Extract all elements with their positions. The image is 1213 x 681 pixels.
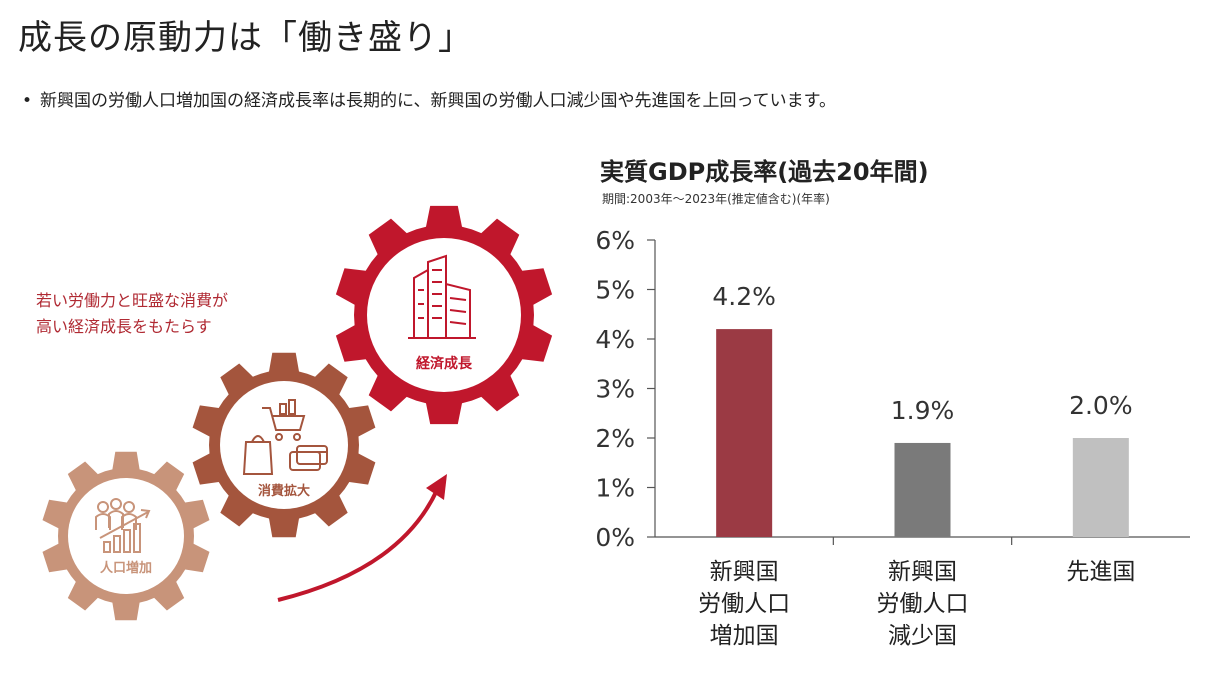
y-axis: 0% 1% 2% 3% 4% 5% 6%	[595, 226, 656, 552]
gear-consumption: 消費拡大	[192, 352, 376, 538]
y-tick-label: 6%	[595, 226, 635, 255]
category-label: 新興国	[888, 559, 957, 585]
bar	[1072, 438, 1129, 537]
category-label: 先進国	[1066, 559, 1135, 585]
chart-title: 実質GDP成長率(過去20年間)	[600, 158, 929, 186]
gear-economic-growth-hub	[367, 238, 521, 392]
bullet-dot: •	[21, 91, 33, 111]
y-tick-label: 5%	[595, 276, 635, 305]
category-label: 新興国	[710, 559, 779, 585]
y-tick-label: 0%	[595, 523, 635, 552]
gear-consumption-label: 消費拡大	[258, 483, 310, 499]
y-tick-label: 2%	[595, 424, 635, 453]
y-tick-label: 1%	[595, 474, 635, 503]
y-tick-label: 3%	[595, 375, 635, 404]
growth-arrow	[277, 489, 439, 602]
gear-population-growth: 人口増加	[42, 451, 210, 621]
summary-bullet: • 新興国の労働人口増加国の経済成長率は長期的に、新興国の労働人口減少国や先進国を…	[14, 86, 836, 111]
category-label: 労働人口	[877, 591, 969, 617]
diagram-caption-line-2: 高い経済成長をもたらす	[36, 317, 212, 336]
bar-value-label: 4.2%	[712, 282, 776, 311]
gear-consumption-hub	[220, 381, 348, 509]
chart-subtitle: 期間:2003年～2023年(推定値含む)(年率)	[602, 192, 830, 206]
gear-population-growth-hub	[68, 478, 184, 594]
diagram-caption-line-1: 若い労働力と旺盛な消費が	[36, 291, 228, 310]
growth-engine-diagram: 若い労働力と旺盛な消費が 高い経済成長をもたらす 人口増加	[36, 205, 553, 621]
bar	[716, 329, 773, 537]
category-label: 増加国	[710, 623, 779, 649]
bars: 4.2% 1.9% 2.0%	[712, 282, 1133, 537]
shopping-icon	[242, 399, 328, 475]
growth-arrow-head	[426, 474, 447, 500]
page-title: 成長の原動力は「働き盛り」	[18, 18, 473, 58]
gear-economic-growth: 経済成長	[335, 205, 553, 425]
y-tick-label: 4%	[595, 325, 635, 354]
bar	[894, 442, 951, 537]
population-growth-icon	[95, 498, 151, 553]
buildings-icon	[408, 254, 476, 339]
gear-population-growth-label: 人口増加	[100, 560, 152, 576]
category-label: 労働人口	[698, 591, 790, 617]
summary-text: 新興国の労働人口増加国の経済成長率は長期的に、新興国の労働人口減少国や先進国を上…	[40, 91, 836, 111]
bar-value-label: 2.0%	[1069, 391, 1133, 420]
category-label: 減少国	[888, 623, 957, 649]
bar-value-label: 1.9%	[891, 396, 955, 425]
gear-economic-growth-label: 経済成長	[416, 355, 473, 372]
